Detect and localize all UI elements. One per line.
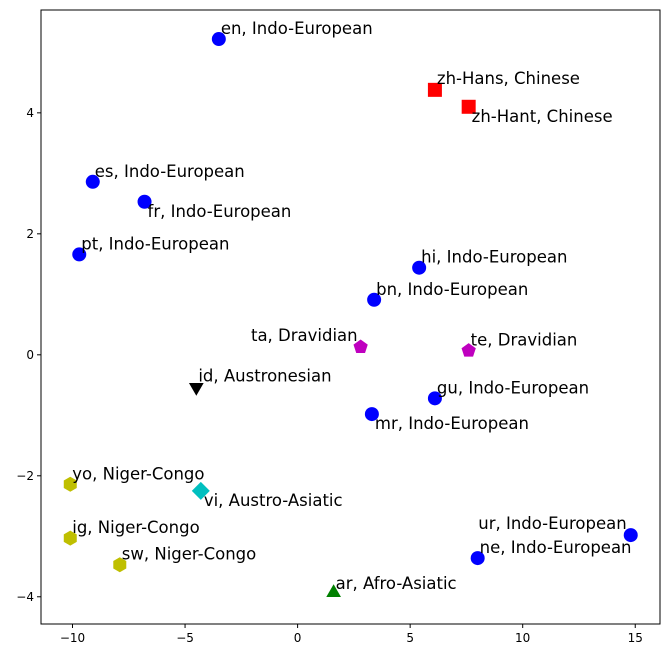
data-point-fr (137, 194, 152, 209)
data-point-zh-Hans (427, 82, 442, 97)
point-label: es, Indo-European (95, 162, 245, 181)
data-point-te (461, 343, 476, 357)
y-axis: −4 −2 0 2 4 (16, 106, 41, 604)
data-point-gu (427, 391, 442, 406)
point-label: hi, Indo-European (421, 248, 567, 267)
x-tick-label: 0 (294, 631, 302, 645)
point-label: id, Austronesian (198, 366, 331, 385)
x-tick-label: −10 (60, 631, 85, 645)
y-tick-label: −2 (16, 469, 34, 483)
data-point-id (188, 383, 204, 396)
y-tick-label: 4 (26, 106, 34, 120)
point-label: ne, Indo-European (480, 538, 632, 557)
point-label: gu, Indo-European (437, 378, 589, 397)
data-point-ur (623, 528, 638, 543)
point-label: sw, Niger-Congo (122, 545, 256, 564)
x-tick-label: 10 (515, 631, 530, 645)
data-point-es (85, 174, 100, 189)
y-tick-label: −4 (16, 590, 34, 604)
y-tick-label: 0 (26, 348, 34, 362)
data-point-ta (353, 339, 368, 354)
point-label: mr, Indo-European (375, 414, 529, 433)
point-label: yo, Niger-Congo (72, 464, 204, 483)
data-point-mr (364, 407, 379, 422)
data-markers (63, 32, 638, 597)
point-label: fr, Indo-European (148, 202, 292, 221)
data-point-ar (326, 584, 341, 597)
point-label: ig, Niger-Congo (72, 518, 199, 537)
plot-area (40, 9, 661, 625)
point-label: zh-Hans, Chinese (437, 69, 580, 88)
point-label: ur, Indo-European (478, 514, 626, 533)
point-label: vi, Austro-Asiatic (204, 491, 343, 510)
data-point-ig (63, 530, 77, 546)
data-point-pt (72, 247, 87, 262)
data-point-bn (367, 292, 382, 307)
data-point-hi (412, 260, 427, 275)
point-label: te, Dravidian (471, 331, 578, 350)
point-label: bn, Indo-European (376, 280, 528, 299)
x-tick-label: −5 (176, 631, 194, 645)
point-label: en, Indo-European (221, 19, 373, 38)
y-tick-label: 2 (26, 227, 34, 241)
point-label: ta, Dravidian (251, 326, 358, 345)
x-tick-label: 5 (406, 631, 414, 645)
data-point-yo (63, 476, 77, 492)
data-point-zh-Hant (461, 99, 476, 114)
data-point-en (211, 32, 226, 47)
x-tick-label: 15 (628, 631, 643, 645)
x-axis: −10 −5 0 5 10 15 (60, 624, 643, 645)
point-label: pt, Indo-European (81, 234, 229, 253)
data-labels: en, Indo-European zh-Hans, Chinese zh-Hant… (72, 19, 631, 593)
point-label: zh-Hant, Chinese (472, 107, 613, 126)
data-point-vi (191, 481, 210, 500)
data-point-ne (470, 551, 485, 566)
data-point-sw (113, 557, 127, 573)
point-label: ar, Afro-Asiatic (336, 574, 457, 593)
